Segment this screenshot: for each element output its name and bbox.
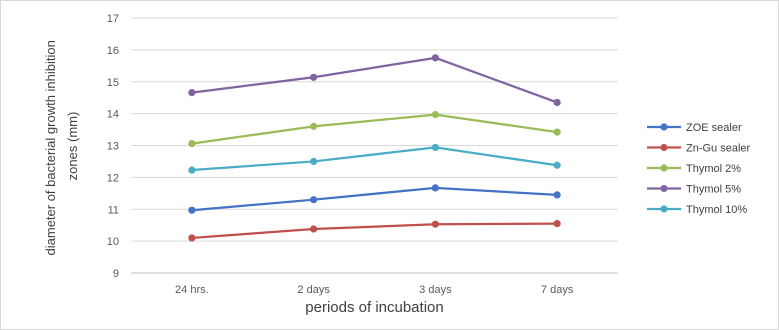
x-tick-label: 3 days <box>419 284 452 296</box>
data-point <box>310 157 318 166</box>
data-point <box>431 110 439 119</box>
legend-label: Thymol 5% <box>686 184 741 196</box>
y-axis-title-line-1: diameter of bacterial growth inhibition <box>43 40 58 255</box>
legend-item: Zn-Gu sealer <box>647 143 751 155</box>
series-line <box>191 146 558 172</box>
y-tick-label: 15 <box>107 77 119 89</box>
legend-marker <box>660 184 668 193</box>
data-point <box>188 88 196 97</box>
series-thymol-5- <box>188 54 561 107</box>
data-point <box>310 225 318 233</box>
data-point <box>310 73 318 81</box>
series-zn-gu-sealer <box>188 219 561 242</box>
data-point <box>188 166 196 174</box>
legend-label: Zn-Gu sealer <box>686 143 751 155</box>
legend-item: Thymol 5% <box>647 184 741 196</box>
y-axis-ticks: 9 10 11 12 13 14 15 16 17 <box>107 13 119 280</box>
legend-marker <box>660 164 668 172</box>
y-axis-title-line-2: zones (mm) <box>65 112 80 181</box>
legend-label: ZOE sealer <box>686 122 742 134</box>
y-axis-title: diameter of bacterial growth inhibition … <box>43 37 80 256</box>
series-thymol-2- <box>188 110 561 148</box>
y-tick-label: 13 <box>107 141 119 153</box>
x-tick-label: 24 hrs. <box>175 284 209 296</box>
x-axis-ticks: 24 hrs. 2 days 3 days 7 days <box>175 284 574 296</box>
series-group <box>188 54 561 242</box>
data-point <box>553 219 561 228</box>
data-point <box>553 98 561 107</box>
legend-marker <box>660 143 668 152</box>
data-point <box>310 122 318 130</box>
data-point <box>431 54 439 62</box>
y-tick-label: 9 <box>113 268 119 280</box>
legend-marker <box>660 123 668 131</box>
series-zoe-sealer <box>188 184 561 214</box>
data-point <box>553 128 561 136</box>
series-line <box>191 222 558 240</box>
y-tick-label: 12 <box>107 172 119 184</box>
data-point <box>431 220 439 228</box>
series-line <box>191 113 558 145</box>
data-point <box>431 143 439 152</box>
data-point <box>188 139 196 148</box>
y-tick-label: 17 <box>107 13 119 25</box>
series-line <box>191 56 558 104</box>
y-tick-label: 16 <box>107 45 119 57</box>
gridlines <box>131 17 618 274</box>
y-tick-label: 14 <box>107 109 119 121</box>
data-point <box>188 206 196 214</box>
y-tick-label: 10 <box>107 236 119 248</box>
legend-label: Thymol 10% <box>686 204 747 216</box>
data-point <box>188 234 196 242</box>
data-point <box>553 161 561 169</box>
legend-item: Thymol 10% <box>647 204 747 216</box>
data-point <box>431 184 439 192</box>
legend: ZOE sealer Zn-Gu sealer Thymol 2% Thymol 5%… <box>647 122 751 216</box>
data-point <box>310 196 318 204</box>
x-axis-title: periods of incubation <box>305 299 443 316</box>
x-tick-label: 2 days <box>297 284 330 296</box>
data-point <box>553 191 561 199</box>
legend-label: Thymol 2% <box>686 163 741 175</box>
legend-item: Thymol 2% <box>647 163 741 175</box>
x-tick-label: 7 days <box>541 284 574 296</box>
series-thymol-10- <box>188 143 561 174</box>
series-line <box>191 186 558 212</box>
legend-item: ZOE sealer <box>647 122 742 134</box>
legend-marker <box>660 205 668 213</box>
y-tick-label: 11 <box>108 204 119 216</box>
